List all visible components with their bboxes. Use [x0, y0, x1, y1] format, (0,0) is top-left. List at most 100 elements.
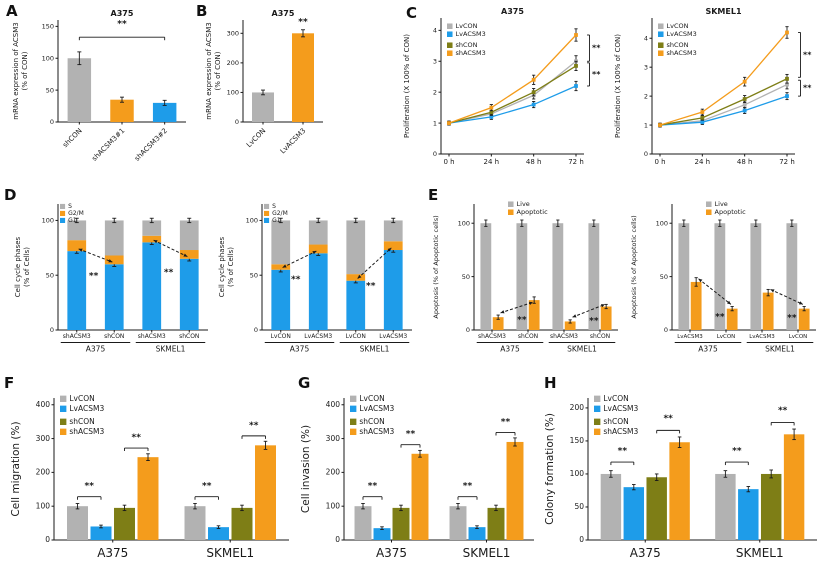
svg-text:G2/M: G2/M — [68, 210, 84, 217]
svg-text:400: 400 — [326, 400, 341, 409]
svg-text:**: ** — [368, 482, 378, 492]
svg-text:3: 3 — [433, 57, 437, 65]
svg-text:1: 1 — [433, 119, 437, 127]
svg-text:Cell cycle phases: Cell cycle phases — [14, 236, 22, 297]
panel-g-invasion-bar-chart: Cell invasion (%) 0 100 200 300 400 A375 SKMEL1… — [298, 374, 540, 570]
svg-text:LvACSM3: LvACSM3 — [279, 127, 308, 156]
svg-text:LvCON: LvCON — [667, 22, 689, 30]
panel-label-a: A — [6, 2, 18, 20]
svg-text:G1: G1 — [272, 217, 281, 224]
svg-text:shACSM3: shACSM3 — [138, 333, 166, 340]
panel-label-c: C — [406, 4, 418, 22]
svg-text:0: 0 — [644, 150, 648, 158]
panel-label-e: E — [428, 186, 439, 204]
svg-text:**: ** — [366, 281, 376, 291]
panel-label-b: B — [196, 2, 208, 20]
svg-text:4: 4 — [644, 34, 648, 42]
svg-text:A375: A375 — [698, 345, 718, 354]
svg-text:200: 200 — [570, 403, 585, 412]
panel-label-g: G — [298, 374, 311, 392]
svg-text:Live: Live — [517, 200, 530, 208]
panel-label-f: F — [4, 374, 15, 392]
svg-text:300: 300 — [36, 434, 51, 443]
svg-text:200: 200 — [36, 468, 51, 477]
svg-text:150: 150 — [42, 23, 54, 31]
svg-text:SKMEL1: SKMEL1 — [567, 345, 597, 354]
svg-text:72 h: 72 h — [568, 158, 584, 166]
svg-text:**: ** — [117, 19, 127, 29]
svg-text:A375: A375 — [501, 7, 524, 16]
svg-text:100: 100 — [326, 501, 341, 510]
svg-text:shCON: shCON — [104, 333, 124, 340]
svg-text:150: 150 — [570, 436, 585, 445]
svg-text:0: 0 — [579, 535, 584, 544]
svg-text:24 h: 24 h — [484, 158, 500, 166]
svg-text:0: 0 — [335, 535, 340, 544]
svg-text:shACSM3: shACSM3 — [359, 427, 394, 436]
svg-text:72 h: 72 h — [779, 158, 795, 166]
svg-text:shACSM3: shACSM3 — [478, 333, 506, 340]
svg-text:50: 50 — [46, 271, 54, 279]
svg-text:LvCON: LvCON — [456, 22, 478, 30]
svg-text:0: 0 — [664, 326, 668, 334]
svg-text:0 h: 0 h — [654, 158, 665, 166]
svg-text:A375: A375 — [272, 9, 295, 18]
svg-text:**: ** — [89, 272, 99, 282]
svg-text:Proliferation (X 100% of CON): Proliferation (X 100% of CON) — [614, 34, 622, 138]
svg-text:300: 300 — [326, 434, 341, 443]
svg-text:48 h: 48 h — [737, 158, 753, 166]
svg-text:Cell invasion (%): Cell invasion (%) — [300, 425, 312, 513]
svg-text:LvCON: LvCON — [69, 394, 94, 403]
svg-text:(% of CON): (% of CON) — [21, 51, 29, 90]
svg-text:SKMEL1: SKMEL1 — [463, 546, 511, 560]
svg-text:LvCON: LvCON — [245, 127, 267, 149]
svg-text:shCON: shCON — [179, 333, 199, 340]
svg-text:50: 50 — [660, 273, 668, 281]
svg-text:**: ** — [732, 446, 742, 456]
svg-text:shACSM3: shACSM3 — [667, 49, 697, 57]
svg-text:LvCON: LvCON — [346, 333, 366, 340]
svg-text:2: 2 — [433, 88, 437, 96]
svg-text:A375: A375 — [500, 345, 520, 354]
svg-text:S: S — [272, 203, 276, 210]
svg-text:(% of Cells): (% of Cells) — [227, 247, 235, 287]
svg-text:**: ** — [463, 482, 473, 492]
svg-text:200: 200 — [326, 468, 341, 477]
svg-text:**: ** — [618, 446, 628, 456]
svg-text:shACSM3: shACSM3 — [63, 333, 91, 340]
svg-text:LvACSM3: LvACSM3 — [359, 404, 394, 413]
svg-text:**: ** — [85, 482, 95, 492]
svg-text:0 h: 0 h — [443, 158, 454, 166]
panel-label-h: H — [544, 374, 557, 392]
svg-text:S: S — [68, 203, 72, 210]
svg-text:Cell cycle phases: Cell cycle phases — [218, 236, 226, 297]
svg-text:1: 1 — [644, 121, 648, 129]
svg-text:**: ** — [803, 84, 812, 93]
svg-text:LvACSM3: LvACSM3 — [677, 334, 703, 340]
svg-text:0: 0 — [235, 118, 239, 126]
panel-e-apoptosis-chart-lv: Apoptosis (% of Apoptotic cells) 0 50 100 Lv… — [628, 190, 822, 366]
svg-text:**: ** — [298, 17, 308, 27]
svg-text:Apoptotic: Apoptotic — [517, 208, 549, 216]
svg-text:**: ** — [589, 317, 599, 327]
panel-f-migration-bar-chart: Cell migration (%) 0 100 200 300 400 A375 SKMEL… — [8, 374, 295, 570]
svg-text:0: 0 — [45, 535, 50, 544]
svg-text:LvACSM3: LvACSM3 — [749, 334, 775, 340]
svg-text:Apoptotic: Apoptotic — [715, 208, 747, 216]
svg-text:LvCON: LvCON — [271, 333, 291, 340]
svg-text:SKMEL1: SKMEL1 — [765, 345, 795, 354]
panel-label-d: D — [4, 186, 17, 204]
panel-d-cell-cycle-stacked-chart-sh: Cell cycle phases (% of Cells) 0 50 100 shACS… — [12, 190, 216, 366]
svg-text:LvACSM3: LvACSM3 — [379, 333, 407, 340]
svg-text:2: 2 — [644, 92, 648, 100]
panel-d-cell-cycle-stacked-chart-lv: Cell cycle phases (% of Cells) 0 50 100 LvCON… — [216, 190, 420, 366]
svg-text:SKMEL1: SKMEL1 — [705, 7, 741, 16]
svg-text:0: 0 — [466, 326, 470, 334]
svg-text:**: ** — [291, 275, 301, 285]
svg-text:100: 100 — [42, 217, 54, 225]
svg-text:300: 300 — [227, 30, 239, 38]
svg-text:Apoptosis (% of Apoptotic cell: Apoptosis (% of Apoptotic cells) — [630, 215, 638, 318]
svg-text:50: 50 — [574, 502, 584, 511]
svg-text:100: 100 — [246, 217, 258, 225]
panel-e-apoptosis-chart-sh: Apoptosis (% of Apoptotic cells) 0 50 100 sh… — [430, 190, 624, 366]
